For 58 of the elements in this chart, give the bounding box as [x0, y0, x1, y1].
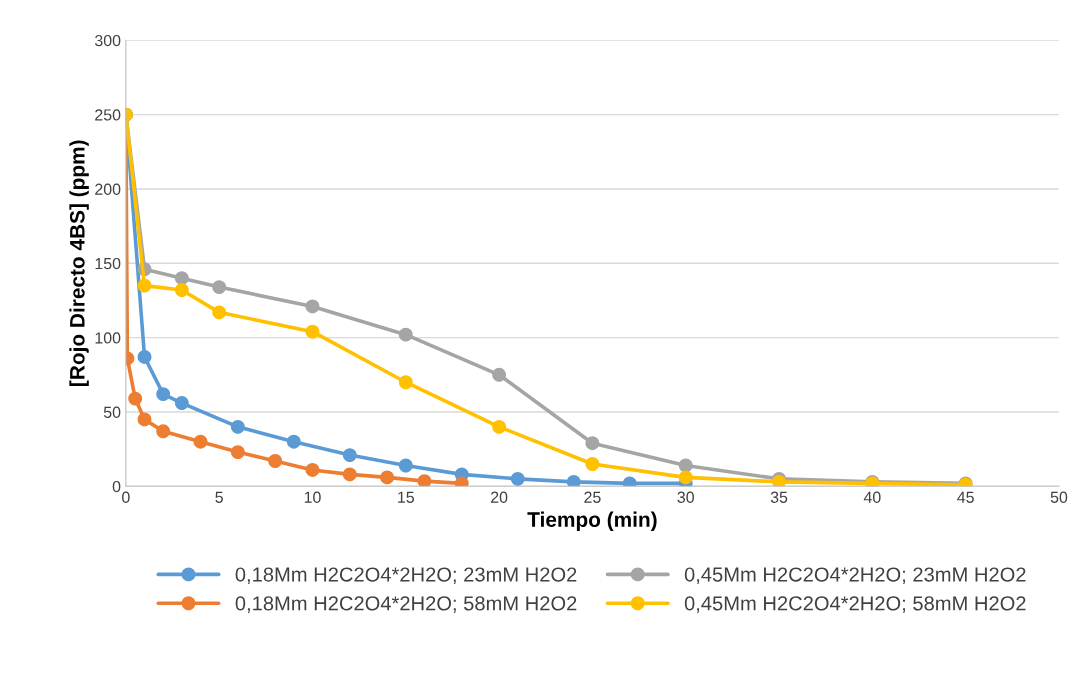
x-tick-label: 45: [957, 491, 974, 503]
x-tick-label: 25: [584, 491, 601, 503]
point: [156, 424, 171, 439]
point: [268, 454, 283, 468]
x-tick-label: 5: [215, 491, 223, 503]
x-tick-label: 30: [677, 491, 694, 503]
point: [398, 327, 413, 342]
point: [128, 391, 143, 406]
legend-label: 0,45Mm H2C2O4*2H2O; 58mM H2O2: [684, 596, 1026, 613]
point: [398, 375, 413, 390]
point: [510, 471, 525, 486]
point: [492, 367, 507, 382]
point: [212, 280, 227, 295]
x-tick-label: 40: [863, 491, 881, 503]
x-axis-title: Tiempo (min): [527, 511, 657, 532]
x-tick-label: 0: [122, 491, 130, 503]
point: [398, 458, 413, 473]
y-tick-label: 100: [95, 332, 121, 344]
point: [230, 445, 245, 460]
point: [585, 457, 600, 471]
point: [174, 283, 189, 297]
y-tick-label: 150: [95, 257, 121, 270]
point: [137, 350, 152, 364]
x-tick-label: 35: [770, 491, 788, 503]
y-tick-label: 50: [103, 406, 121, 418]
legend-label: 0,18Mm H2C2O4*2H2O; 23mM H2O2: [235, 567, 577, 585]
y-axis-title: [Rojo Directo 4BS] (ppm): [69, 140, 89, 386]
point: [305, 463, 320, 477]
legend-label: 0,45Mm H2C2O4*2H2O; 23mM H2O2: [684, 567, 1026, 585]
point: [137, 278, 152, 293]
point: [380, 470, 395, 485]
y-tick-label: 200: [95, 183, 121, 195]
point: [305, 299, 320, 314]
point: [174, 396, 189, 410]
point: [193, 434, 208, 449]
point: [286, 434, 301, 449]
x-tick-label: 50: [1050, 491, 1068, 503]
point: [212, 305, 227, 320]
x-tick-label: 15: [398, 491, 414, 503]
x-tick-label: 10: [304, 491, 321, 503]
point: [678, 458, 693, 473]
point: [174, 271, 189, 286]
y-tick-label: 250: [95, 109, 121, 121]
point: [305, 324, 320, 339]
point: [492, 419, 507, 434]
point: [137, 412, 152, 427]
point: [417, 474, 432, 487]
point: [230, 419, 245, 434]
point: [585, 436, 600, 451]
point: [342, 448, 357, 463]
x-tick-label: 20: [491, 491, 508, 503]
y-tick-label: 0: [112, 480, 121, 493]
point: [342, 467, 357, 482]
point: [678, 470, 693, 485]
y-tick-label: 300: [94, 34, 121, 47]
point: [566, 474, 581, 487]
legend-label: 0,18Mm H2C2O4*2H2O; 58mM H2O2: [235, 596, 577, 613]
point: [156, 387, 171, 402]
